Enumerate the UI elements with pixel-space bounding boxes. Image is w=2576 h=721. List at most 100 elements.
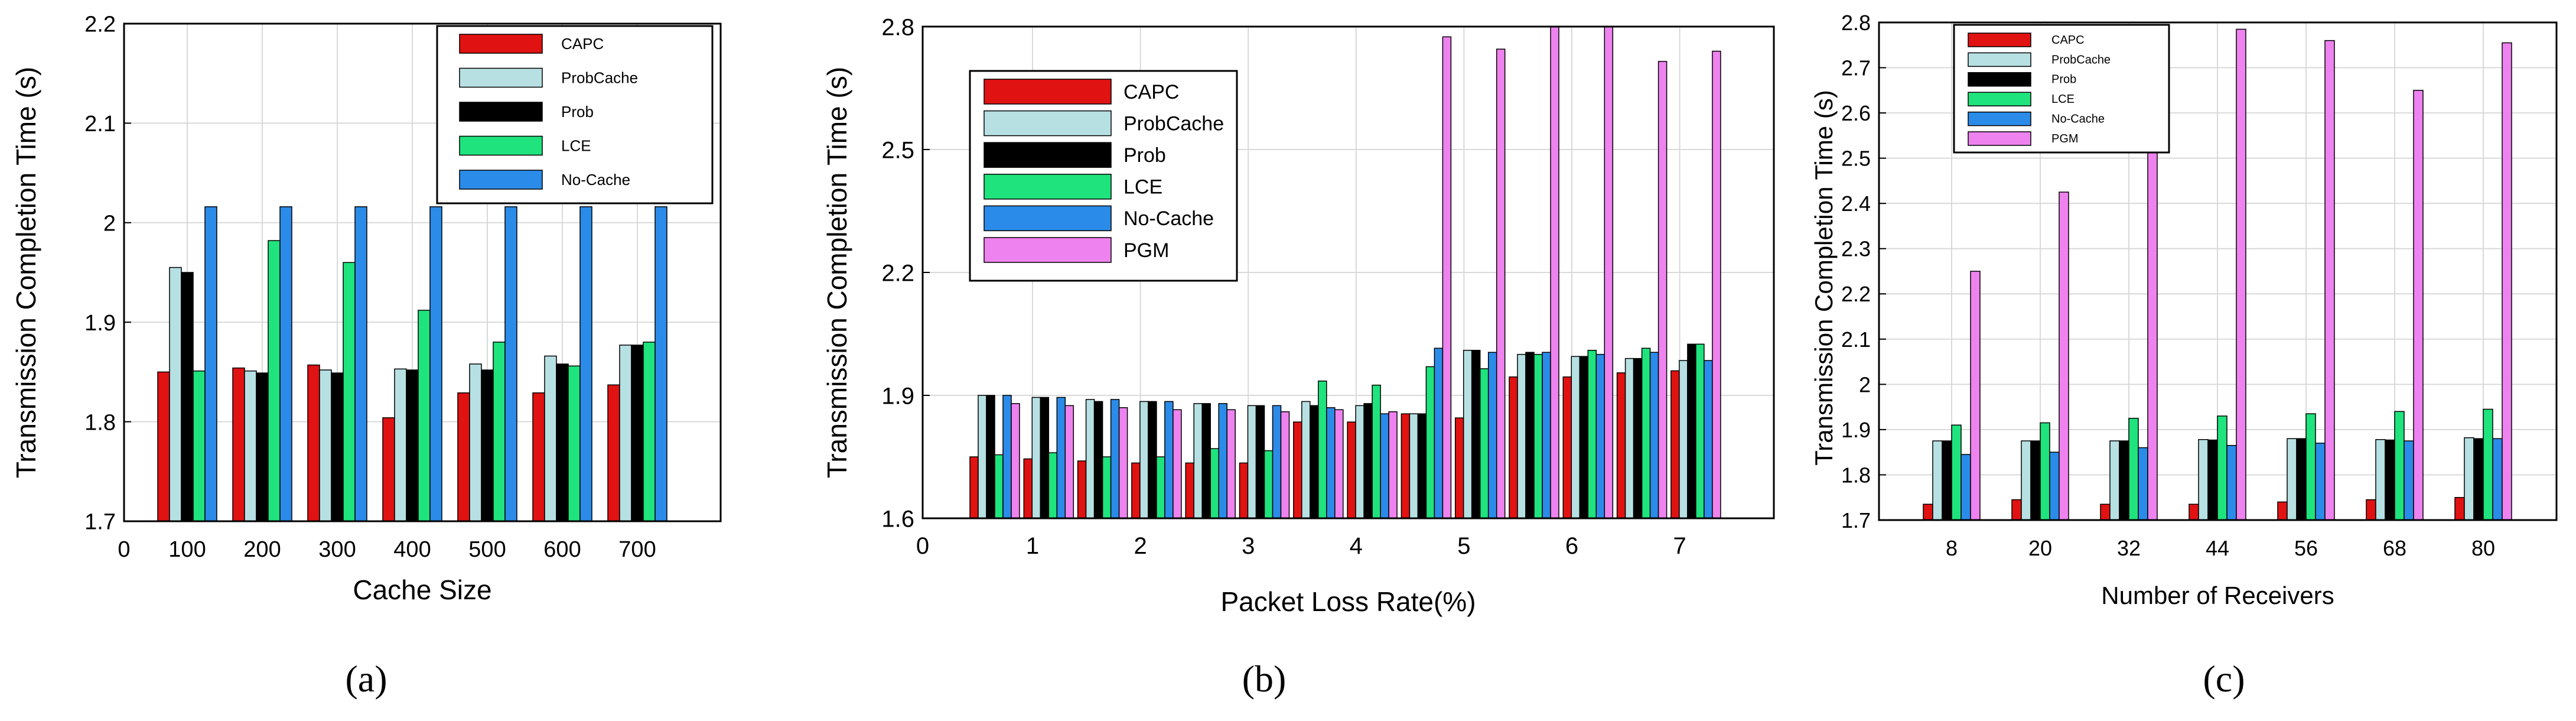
y-axis-label: Transmission Completion Time (s): [1810, 90, 1838, 466]
bar-probcache-20: [2021, 440, 2031, 521]
bar-capc-500: [457, 392, 470, 522]
panel-label: (c): [2203, 658, 2245, 700]
bar-probcache-100: [169, 267, 182, 522]
x-tick-label: 44: [2206, 536, 2229, 560]
bar-lce-32: [2128, 418, 2139, 521]
x-tick-label: 5: [1457, 533, 1470, 559]
y-tick-label: 1.8: [84, 410, 116, 435]
x-tick-label: 600: [543, 537, 581, 562]
legend-label: PGM: [2051, 132, 2079, 145]
y-axis-label: Transmission Completion Time (s): [822, 67, 852, 478]
y-tick-label: 1.6: [881, 506, 914, 532]
bar-pgm-6.5: [1657, 61, 1668, 519]
bar-pgm-80: [2502, 42, 2512, 521]
bar-prob-600: [556, 363, 569, 522]
bar-no-cache-5.5: [1542, 352, 1551, 519]
legend-label: LCE: [561, 137, 591, 154]
bar-no-cache-5: [1487, 352, 1497, 519]
y-tick-label: 2.8: [1841, 11, 1871, 35]
bar-prob-700: [631, 345, 644, 522]
bar-capc-600: [532, 392, 545, 522]
bar-prob-32: [2119, 440, 2129, 521]
bar-capc-20: [2011, 499, 2022, 521]
y-tick-label: 2.2: [881, 260, 914, 286]
legend-swatch-prob: [1968, 72, 2031, 87]
y-tick-label: 2: [1859, 372, 1871, 397]
bar-prob-400: [406, 369, 419, 522]
x-axis-label: Packet Loss Rate(%): [1220, 586, 1476, 617]
bar-lce-6: [1587, 349, 1597, 519]
bar-probcache-700: [619, 345, 632, 522]
bar-capc-80: [2454, 496, 2465, 521]
bar-capc-0.5: [969, 456, 979, 519]
bar-capc-300: [307, 364, 320, 522]
bar-pgm-1.5: [1118, 407, 1128, 519]
bar-pgm-44: [2236, 28, 2246, 521]
bar-capc-5: [1454, 417, 1464, 519]
bar-pgm-8: [1970, 271, 1981, 521]
bar-probcache-4: [1355, 405, 1364, 519]
bar-lce-7: [1695, 343, 1705, 519]
y-tick-label: 2.8: [881, 14, 914, 40]
bar-pgm-4: [1388, 411, 1398, 519]
y-tick-label: 1.9: [881, 383, 914, 409]
bar-no-cache-32: [2138, 447, 2148, 521]
legend-label: Prob: [2051, 73, 2076, 86]
x-tick-label: 100: [168, 537, 206, 562]
y-tick-label: 2.4: [1841, 191, 1871, 216]
x-tick-label: 6: [1565, 533, 1578, 559]
bar-prob-200: [256, 372, 269, 522]
bar-probcache-44: [2198, 439, 2209, 521]
bar-prob-0.5: [986, 395, 995, 519]
bar-probcache-7: [1679, 360, 1688, 519]
bar-probcache-56: [2287, 438, 2297, 521]
bar-probcache-400: [394, 368, 407, 522]
bar-probcache-5: [1463, 349, 1473, 519]
y-tick-label: 2: [103, 211, 116, 236]
bar-no-cache-68: [2404, 440, 2414, 521]
bar-no-cache-500: [504, 206, 517, 522]
bar-capc-1: [1023, 458, 1033, 519]
bar-no-cache-4: [1380, 413, 1389, 519]
bar-no-cache-8: [1961, 454, 1971, 521]
bar-probcache-2.5: [1193, 403, 1203, 519]
bar-capc-1.5: [1077, 460, 1087, 519]
bar-lce-500: [493, 342, 506, 522]
bar-probcache-3.5: [1301, 401, 1311, 519]
bar-probcache-32: [2109, 440, 2120, 521]
bar-prob-80: [2473, 438, 2484, 521]
bar-prob-20: [2030, 440, 2041, 521]
y-tick-label: 1.9: [84, 311, 116, 336]
bar-prob-500: [481, 369, 494, 522]
bar-capc-3.5: [1293, 421, 1302, 519]
bar-no-cache-600: [579, 206, 592, 522]
bar-lce-2.5: [1210, 448, 1219, 519]
legend-swatch-probcache: [1968, 52, 2031, 67]
bar-prob-1: [1040, 397, 1050, 519]
bar-prob-44: [2207, 439, 2218, 521]
bar-no-cache-7: [1704, 360, 1713, 519]
bar-lce-0.5: [994, 454, 1004, 519]
bar-prob-6.5: [1633, 358, 1643, 519]
bar-no-cache-300: [354, 206, 367, 522]
bar-probcache-0.5: [978, 395, 987, 519]
legend-label: No-Cache: [561, 171, 630, 189]
bar-capc-68: [2366, 499, 2376, 521]
x-tick-label: 2: [1134, 533, 1147, 559]
bar-pgm-3: [1280, 411, 1290, 519]
legend-label: CAPC: [2051, 34, 2085, 47]
bar-lce-80: [2483, 408, 2493, 521]
x-tick-label: 32: [2117, 536, 2141, 560]
x-tick-label: 500: [468, 537, 506, 562]
bar-prob-56: [2296, 438, 2307, 521]
bar-lce-44: [2217, 415, 2227, 521]
bar-prob-100: [181, 272, 194, 522]
bar-pgm-20: [2059, 191, 2069, 521]
bar-pgm-68: [2413, 90, 2424, 521]
bar-probcache-6.5: [1624, 358, 1634, 519]
legend-label: ProbCache: [561, 69, 638, 86]
bar-capc-7: [1670, 370, 1680, 519]
y-tick-label: 2.5: [881, 137, 914, 163]
x-tick-label: 300: [318, 537, 356, 562]
